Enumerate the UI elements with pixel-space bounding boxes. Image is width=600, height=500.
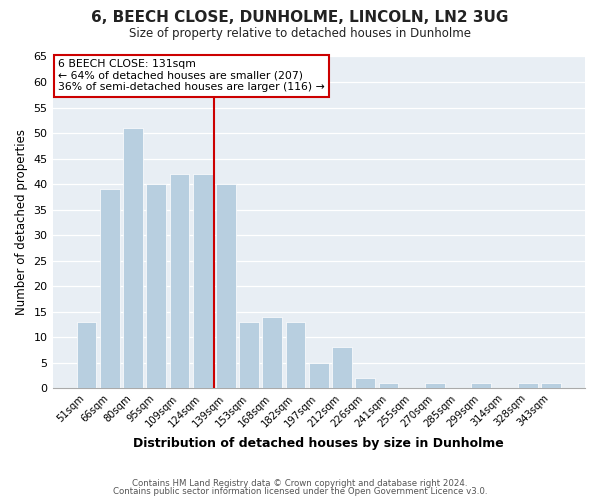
Bar: [193, 174, 212, 388]
Bar: [355, 378, 375, 388]
Bar: [123, 128, 143, 388]
Text: Contains HM Land Registry data © Crown copyright and database right 2024.: Contains HM Land Registry data © Crown c…: [132, 478, 468, 488]
Text: 6 BEECH CLOSE: 131sqm
← 64% of detached houses are smaller (207)
36% of semi-det: 6 BEECH CLOSE: 131sqm ← 64% of detached …: [58, 60, 325, 92]
Text: Contains public sector information licensed under the Open Government Licence v3: Contains public sector information licen…: [113, 487, 487, 496]
X-axis label: Distribution of detached houses by size in Dunholme: Distribution of detached houses by size …: [133, 437, 504, 450]
Bar: [472, 383, 491, 388]
Text: 6, BEECH CLOSE, DUNHOLME, LINCOLN, LN2 3UG: 6, BEECH CLOSE, DUNHOLME, LINCOLN, LN2 3…: [91, 10, 509, 25]
Bar: [262, 316, 282, 388]
Bar: [100, 189, 119, 388]
Bar: [170, 174, 190, 388]
Bar: [286, 322, 305, 388]
Bar: [425, 383, 445, 388]
Y-axis label: Number of detached properties: Number of detached properties: [15, 130, 28, 316]
Bar: [332, 348, 352, 388]
Bar: [379, 383, 398, 388]
Bar: [518, 383, 538, 388]
Bar: [541, 383, 561, 388]
Bar: [239, 322, 259, 388]
Bar: [146, 184, 166, 388]
Bar: [77, 322, 97, 388]
Bar: [309, 362, 329, 388]
Bar: [216, 184, 236, 388]
Text: Size of property relative to detached houses in Dunholme: Size of property relative to detached ho…: [129, 28, 471, 40]
